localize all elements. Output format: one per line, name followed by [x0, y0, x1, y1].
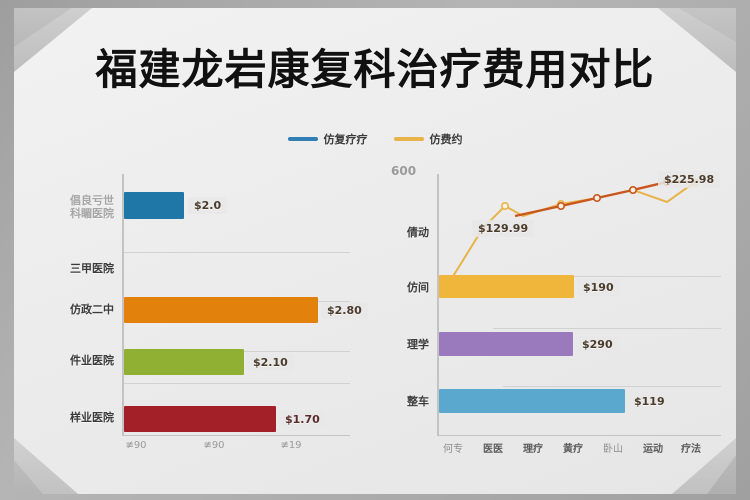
right-gridline — [493, 328, 721, 329]
chart-panel-left: 倡良亏世 科睸医院 $2.0 三甲医院 仿政二中 $2.80 件业医院 $2.1… — [26, 168, 368, 468]
right-y-axis — [437, 174, 439, 436]
left-category-label-0: 倡良亏世 科睸医院 — [70, 194, 114, 220]
right-x-tick-2: 理疗 — [523, 444, 543, 455]
right-bar-1[interactable] — [439, 275, 574, 298]
legend-swatch-icon-1 — [393, 137, 424, 141]
left-x-tick-0: ≢90 — [125, 440, 147, 451]
left-bar-4[interactable] — [124, 406, 276, 432]
legend-label-0: 仿复疗疗 — [323, 133, 368, 146]
left-bar-3[interactable] — [124, 349, 244, 375]
right-x-tick-4: 卧山 — [603, 444, 623, 455]
right-line-annotation-0: $129.99 — [472, 220, 535, 237]
left-bar-value-0: $2.0 — [188, 197, 228, 214]
right-bar-value-1: $190 — [577, 279, 620, 296]
right-bar-2[interactable] — [439, 332, 573, 356]
right-category-label-0: 倩动 — [407, 226, 429, 239]
left-category-label-2: 仿政二中 — [70, 303, 114, 316]
left-bar-value-2: $2.80 — [321, 302, 368, 319]
right-line-annotation-1: $225.98 — [658, 171, 721, 188]
left-x-tick-labels: ≢90 ≢90 ≢19 — [26, 440, 356, 464]
right-x-tick-6: 疗法 — [681, 444, 701, 455]
chart-legend: 仿复疗疗 仿费约 — [0, 131, 750, 147]
chart-panel-right: 600 $129.99 — [375, 164, 725, 468]
left-x-tick-1: ≢90 — [203, 440, 225, 451]
right-bar-3[interactable] — [439, 389, 625, 413]
left-plot-area: 倡良亏世 科睸医院 $2.0 三甲医院 仿政二中 $2.80 件业医院 $2.1… — [26, 168, 368, 436]
left-x-tick-2: ≢19 — [280, 440, 302, 451]
left-gridline — [124, 252, 350, 253]
left-bar-value-4: $1.70 — [279, 411, 326, 428]
left-bar-2[interactable] — [124, 297, 318, 323]
page-title: 福建龙岩康复科治疗费用对比 — [95, 45, 655, 94]
right-axis-top-label: 600 — [391, 164, 417, 178]
legend-swatch-icon-0 — [287, 137, 318, 141]
left-category-label-3: 件业医院 — [70, 354, 114, 367]
right-x-axis — [437, 435, 721, 436]
right-category-label-3: 整车 — [407, 395, 429, 408]
left-bar-0[interactable] — [124, 192, 184, 219]
line-marker — [557, 201, 566, 210]
right-category-label-1: 仿间 — [407, 281, 429, 294]
right-bar-value-2: $290 — [576, 336, 619, 353]
right-x-tick-1: 医医 — [483, 444, 503, 455]
right-x-tick-3: 黄疗 — [563, 444, 583, 455]
right-gridline — [503, 386, 721, 387]
right-gridline — [439, 276, 721, 277]
right-x-tick-0: 何专 — [443, 444, 463, 455]
right-bar-value-3: $119 — [628, 393, 671, 410]
right-plot-area: 600 $129.99 — [375, 164, 725, 436]
left-x-axis — [122, 435, 350, 436]
line-marker — [501, 201, 510, 210]
right-x-tick-labels: 何专 医医 理疗 黄疗 卧山 运动 疗法 — [375, 440, 725, 464]
line-marker — [593, 193, 602, 202]
right-category-label-2: 理学 — [407, 338, 429, 351]
line-marker — [629, 185, 638, 194]
left-bar-value-3: $2.10 — [247, 354, 294, 371]
legend-item-1[interactable]: 仿费约 — [393, 131, 463, 147]
legend-item-0[interactable]: 仿复疗疗 — [287, 131, 368, 147]
left-category-label-4: 样业医院 — [70, 411, 114, 424]
legend-label-1: 仿费约 — [429, 133, 463, 146]
right-x-tick-5: 运动 — [643, 444, 663, 455]
left-y-axis — [122, 174, 124, 436]
left-category-label-1: 三甲医院 — [70, 262, 114, 275]
left-gridline — [124, 383, 350, 384]
